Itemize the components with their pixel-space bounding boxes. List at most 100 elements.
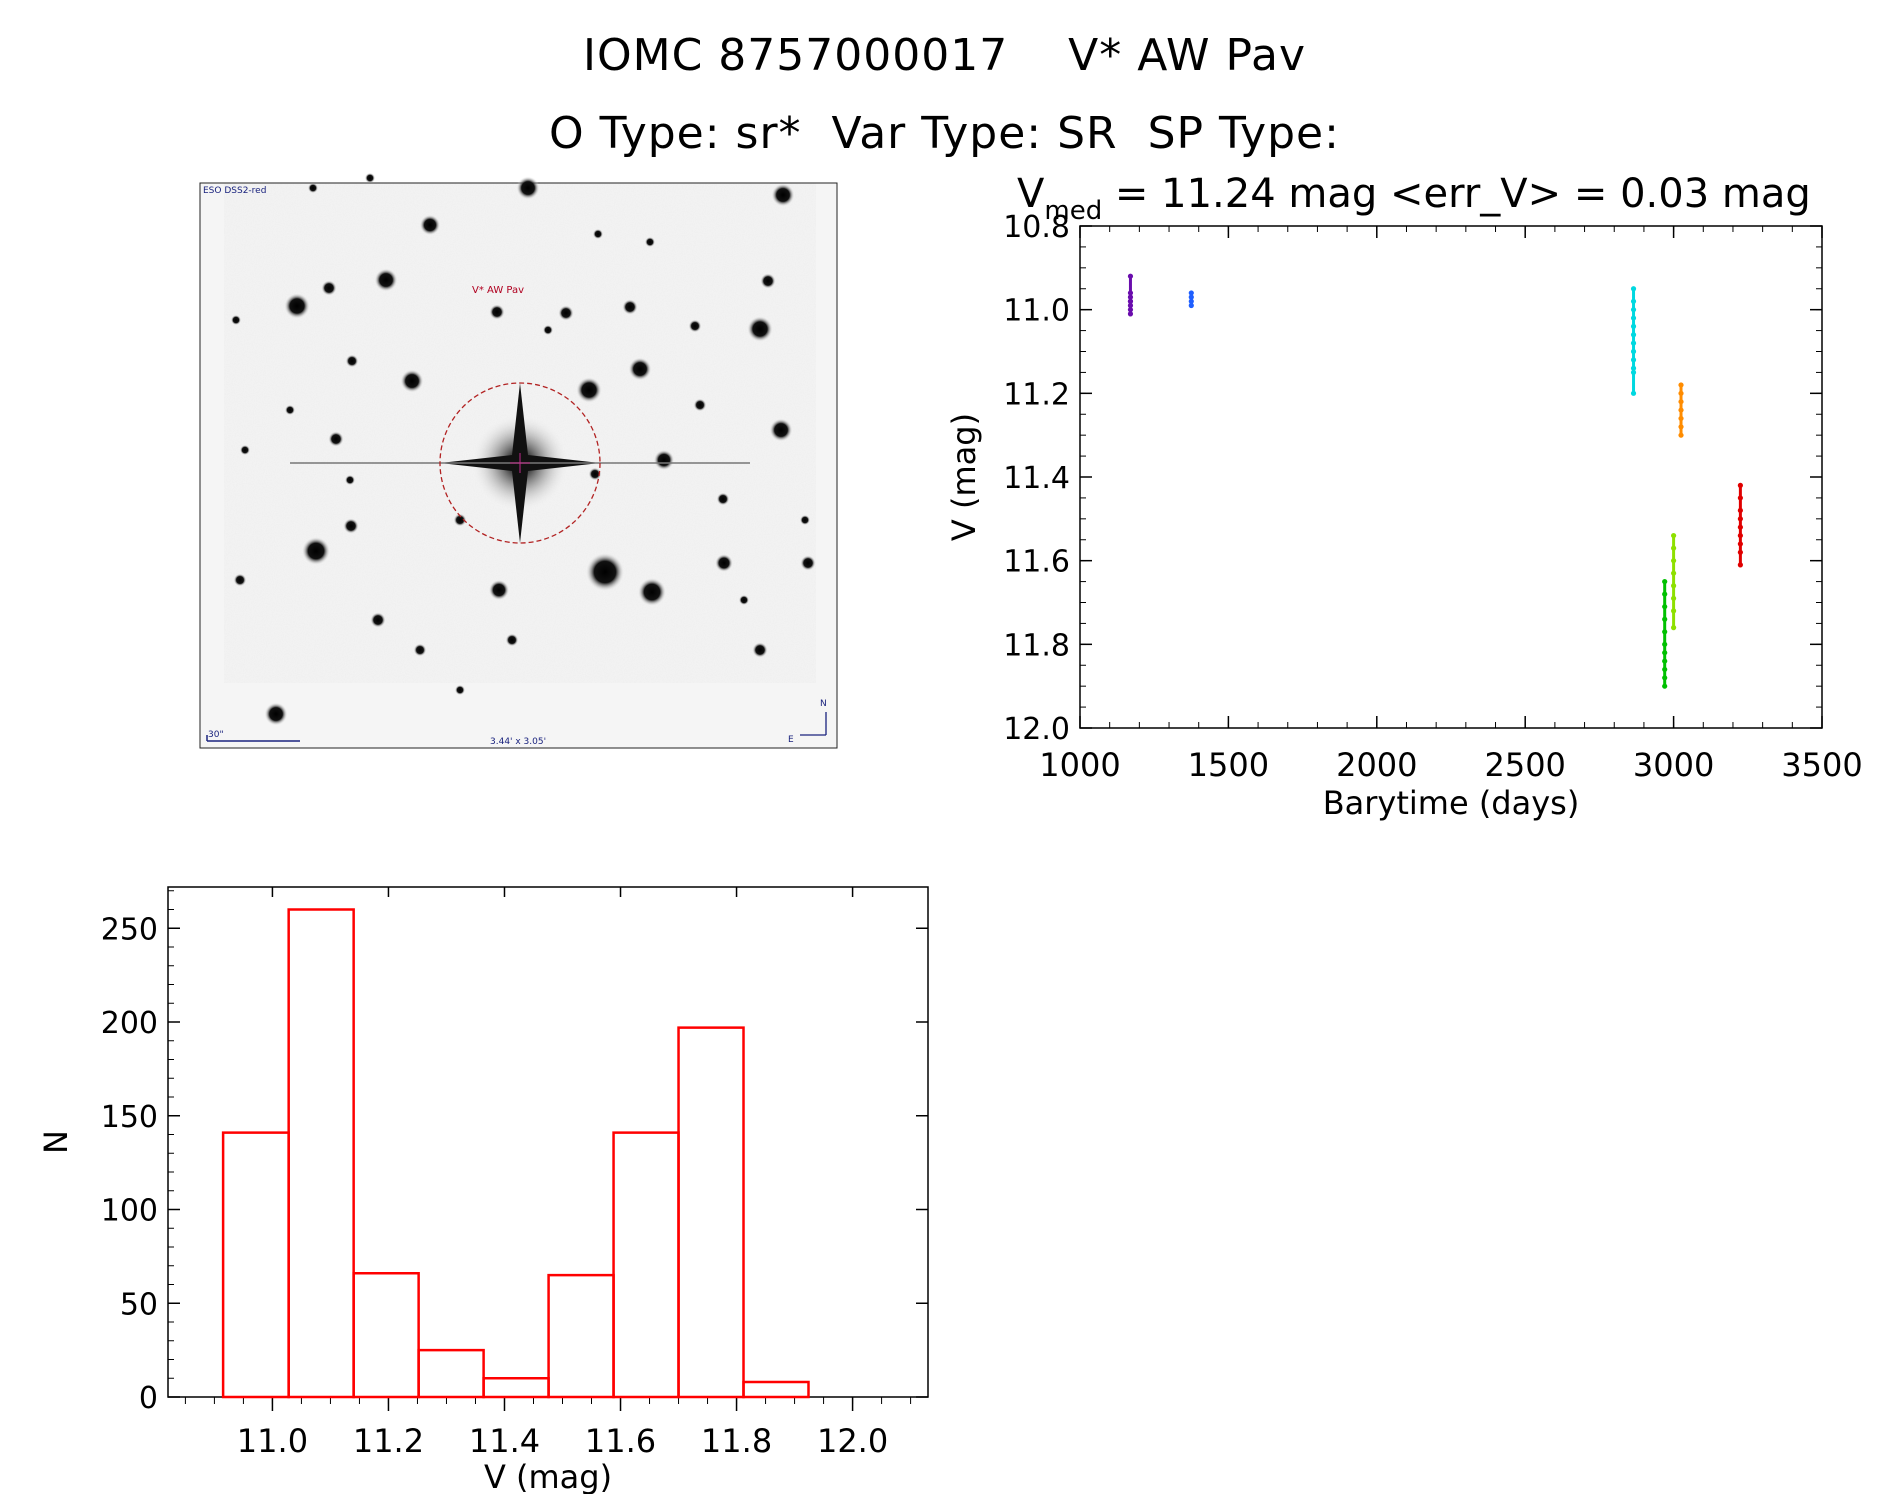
- hist-bars: [221, 908, 810, 1399]
- lc-title: Vmed = 11.24 mag <err_V> = 0.03 mag: [1017, 171, 1811, 226]
- field-star: [307, 182, 319, 194]
- field-star: [769, 418, 793, 442]
- field-star: [576, 377, 602, 403]
- field-star: [345, 354, 359, 368]
- lc-title-rest: = 11.24 mag <err_V> = 0.03 mag: [1102, 171, 1811, 217]
- field-star: [454, 684, 466, 696]
- field-star: [419, 214, 441, 236]
- lc-xtick-label: 1000: [1039, 746, 1120, 784]
- field-star: [374, 268, 398, 292]
- hist-bar: [677, 1026, 745, 1399]
- field-star: [800, 555, 816, 571]
- chart-title-line2: O Type: sr* Var Type: SR SP Type:: [549, 108, 1340, 159]
- field-star: [558, 305, 574, 321]
- lc-ticks: 1000 1500 2000 2500 3000 3500 10.8 11.0 11.2 11.4…: [1003, 210, 1863, 784]
- east-label: E: [788, 735, 794, 745]
- field-star: [233, 573, 247, 587]
- hist-ylabel: N: [37, 1130, 75, 1154]
- hist-ytick-label: 0: [139, 1381, 158, 1416]
- field-star: [716, 492, 730, 506]
- hist-ytick-label: 150: [101, 1100, 158, 1135]
- north-label: N: [820, 699, 827, 709]
- hist-xtick-label: 11.0: [237, 1422, 308, 1460]
- hist-bar: [417, 1348, 485, 1399]
- hist-ytick-label: 250: [101, 912, 158, 947]
- field-star: [400, 369, 424, 393]
- field-star: [592, 228, 604, 240]
- lc-points: [1127, 273, 1743, 689]
- hist-bar: [221, 1131, 290, 1399]
- field-star: [489, 304, 505, 320]
- chart-title-line1: IOMC 8757000017 V* AW Pav: [583, 30, 1306, 81]
- lc-xtick-label: 3500: [1781, 746, 1862, 784]
- field-star: [637, 577, 667, 607]
- field-star: [771, 183, 795, 207]
- field-star: [585, 552, 625, 592]
- field-star: [328, 431, 344, 447]
- field-star: [760, 273, 776, 289]
- target-circle: [439, 382, 601, 544]
- lc-ytick-label: 11.0: [1003, 294, 1070, 329]
- field-star: [343, 518, 359, 534]
- lc-xtick-label: 3000: [1633, 746, 1714, 784]
- hist-ytick-label: 100: [101, 1194, 158, 1229]
- field-star: [588, 467, 602, 481]
- field-star: [688, 319, 702, 333]
- lc-xlabel: Barytime (days): [1323, 784, 1580, 822]
- hist-xtick-label: 12.0: [817, 1422, 888, 1460]
- survey-label: ESO DSS2-red: [203, 186, 266, 196]
- field-star: [622, 299, 638, 315]
- hist-ticks: 11.0 11.2 11.4 11.6 11.8 12.0 0 50 100 150 200 250: [101, 887, 928, 1460]
- hist-bar: [482, 1377, 550, 1399]
- hist-xtick-label: 11.8: [701, 1422, 772, 1460]
- field-star: [693, 398, 707, 412]
- field-star: [239, 444, 251, 456]
- lc-xtick-label: 2500: [1484, 746, 1565, 784]
- lc-ytick-label: 11.4: [1003, 461, 1070, 496]
- lc-ytick-label: 11.6: [1003, 545, 1070, 580]
- scale-label: 30": [208, 730, 224, 740]
- field-star: [264, 702, 288, 726]
- hist-bar: [612, 1131, 680, 1399]
- field-star: [542, 324, 554, 336]
- hist-xtick-label: 11.4: [469, 1422, 540, 1460]
- lc-ytick-label: 11.2: [1003, 377, 1070, 412]
- field-star: [230, 314, 242, 326]
- hist-xtick-label: 11.6: [585, 1422, 656, 1460]
- lc-title-v: V: [1017, 171, 1045, 217]
- field-star: [284, 293, 310, 319]
- field-star: [284, 404, 296, 416]
- hist-bar: [287, 908, 355, 1399]
- field-star: [364, 172, 376, 184]
- lc-title-sub: med: [1044, 196, 1102, 226]
- hist-xtick-label: 11.2: [353, 1422, 424, 1460]
- field-star: [714, 553, 734, 573]
- finder-stars: [230, 172, 816, 726]
- field-star: [301, 536, 331, 566]
- hist-bar: [742, 1380, 810, 1399]
- hist-bar: [352, 1272, 420, 1399]
- lc-xtick-label: 1500: [1188, 746, 1269, 784]
- field-star: [488, 579, 510, 601]
- lc-ytick-label: 10.8: [1003, 210, 1070, 245]
- hist-xlabel: V (mag): [484, 1458, 612, 1494]
- lc-ylabel: V (mag): [945, 413, 983, 541]
- field-star: [516, 176, 540, 200]
- field-star: [738, 594, 750, 606]
- field-star: [653, 449, 675, 471]
- field-star: [752, 642, 768, 658]
- target-label: V* AW Pav: [472, 285, 524, 296]
- field-star: [453, 513, 467, 527]
- field-star: [644, 236, 656, 248]
- field-star: [344, 474, 356, 486]
- hist-ytick-label: 50: [120, 1287, 158, 1322]
- lc-ytick-label: 11.8: [1003, 628, 1070, 663]
- lc-ytick-label: 12.0: [1003, 712, 1070, 747]
- lc-xtick-label: 2000: [1336, 746, 1417, 784]
- field-star: [747, 316, 773, 342]
- field-star: [370, 612, 386, 628]
- hist-bar: [547, 1273, 615, 1399]
